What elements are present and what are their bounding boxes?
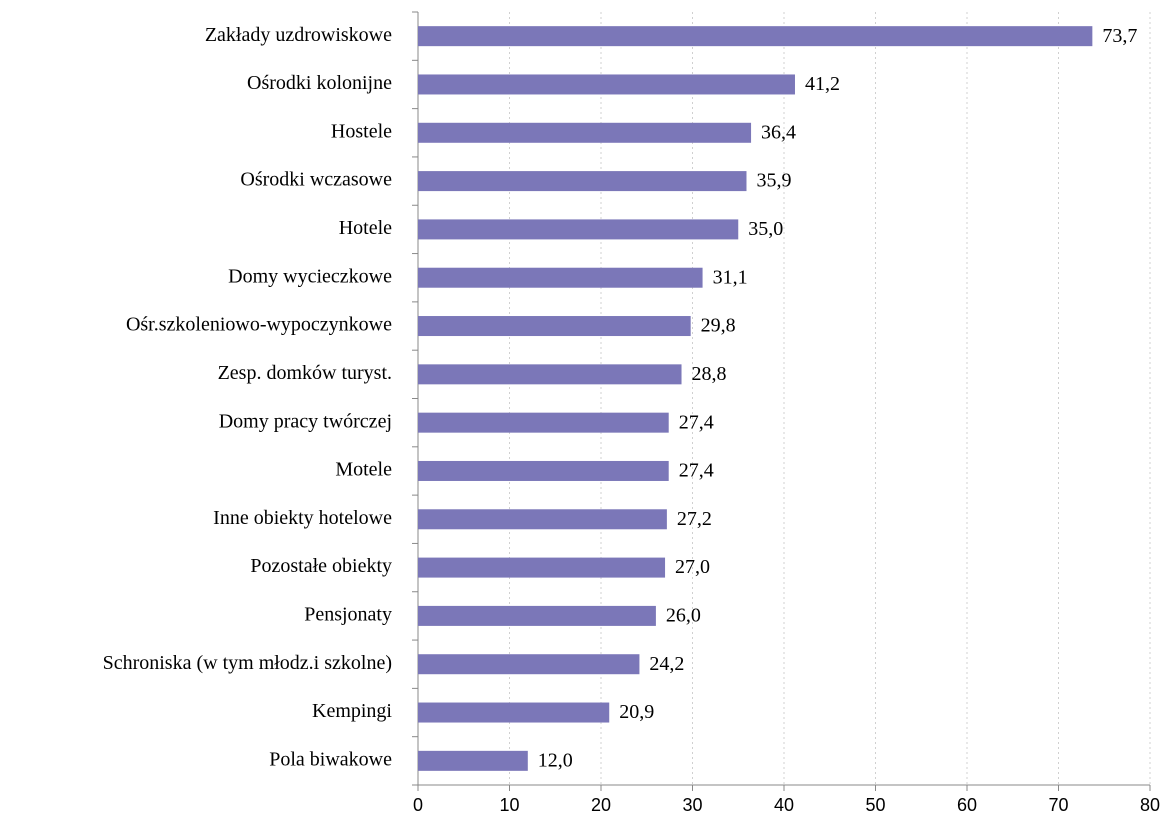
x-tick-label: 20 bbox=[591, 795, 611, 815]
y-tick-label: Hotele bbox=[339, 217, 392, 239]
bar bbox=[418, 750, 528, 771]
bar bbox=[418, 364, 682, 385]
value-label: 27,4 bbox=[679, 460, 714, 482]
x-tick-label: 50 bbox=[865, 795, 885, 815]
value-label: 35,9 bbox=[756, 170, 791, 192]
x-tick-label: 60 bbox=[957, 795, 977, 815]
value-label: 27,0 bbox=[675, 556, 710, 578]
x-tick-label: 70 bbox=[1048, 795, 1068, 815]
y-tick-label: Ośrodki wczasowe bbox=[240, 169, 392, 191]
bar bbox=[418, 122, 752, 143]
bar bbox=[418, 702, 610, 723]
y-tick-label: Inne obiekty hotelowe bbox=[213, 507, 392, 529]
y-tick-label: Schroniska (w tym młodz.i szkolne) bbox=[103, 652, 392, 674]
value-label: 24,2 bbox=[649, 653, 684, 675]
value-label: 28,8 bbox=[692, 363, 727, 385]
y-tick-label: Ośrodki kolonijne bbox=[247, 72, 392, 94]
y-tick-label: Pensjonaty bbox=[304, 604, 392, 626]
x-tick-label: 40 bbox=[774, 795, 794, 815]
bar bbox=[418, 171, 747, 192]
y-tick-label: Kempingi bbox=[312, 700, 392, 722]
y-tick-label: Ośr.szkoleniowo-wypoczynkowe bbox=[126, 314, 392, 336]
bar bbox=[418, 74, 795, 95]
value-label: 12,0 bbox=[538, 749, 573, 771]
y-tick-label: Zakłady uzdrowiskowe bbox=[205, 24, 392, 46]
value-label: 27,2 bbox=[677, 508, 712, 530]
bar bbox=[418, 654, 640, 675]
value-label: 29,8 bbox=[701, 315, 736, 337]
bar bbox=[418, 26, 1093, 47]
value-label: 35,0 bbox=[748, 218, 783, 240]
value-label: 41,2 bbox=[805, 73, 840, 95]
value-label: 26,0 bbox=[666, 605, 701, 627]
bar bbox=[418, 267, 703, 288]
value-label: 36,4 bbox=[761, 121, 796, 143]
bar bbox=[418, 509, 667, 530]
bar bbox=[418, 557, 666, 578]
bar bbox=[418, 460, 669, 481]
x-tick-label: 30 bbox=[682, 795, 702, 815]
bar bbox=[418, 412, 669, 433]
y-tick-label: Motele bbox=[335, 459, 392, 481]
y-tick-label: Domy wycieczkowe bbox=[228, 265, 392, 287]
y-tick-label: Pola biwakowe bbox=[269, 748, 392, 770]
x-tick-label: 0 bbox=[413, 795, 423, 815]
bar bbox=[418, 316, 691, 337]
value-label: 27,4 bbox=[679, 411, 714, 433]
value-label: 73,7 bbox=[1102, 25, 1137, 47]
y-tick-label: Pozostałe obiekty bbox=[250, 555, 392, 577]
bar bbox=[418, 219, 739, 240]
value-label: 31,1 bbox=[713, 266, 748, 288]
value-label: 20,9 bbox=[619, 701, 654, 723]
bar bbox=[418, 605, 656, 626]
y-tick-label: Zesp. domków turyst. bbox=[218, 362, 392, 384]
y-tick-label: Domy pracy twórczej bbox=[219, 410, 392, 432]
y-tick-label: Hostele bbox=[331, 120, 392, 142]
x-tick-label: 80 bbox=[1140, 795, 1160, 815]
x-tick-label: 10 bbox=[499, 795, 519, 815]
